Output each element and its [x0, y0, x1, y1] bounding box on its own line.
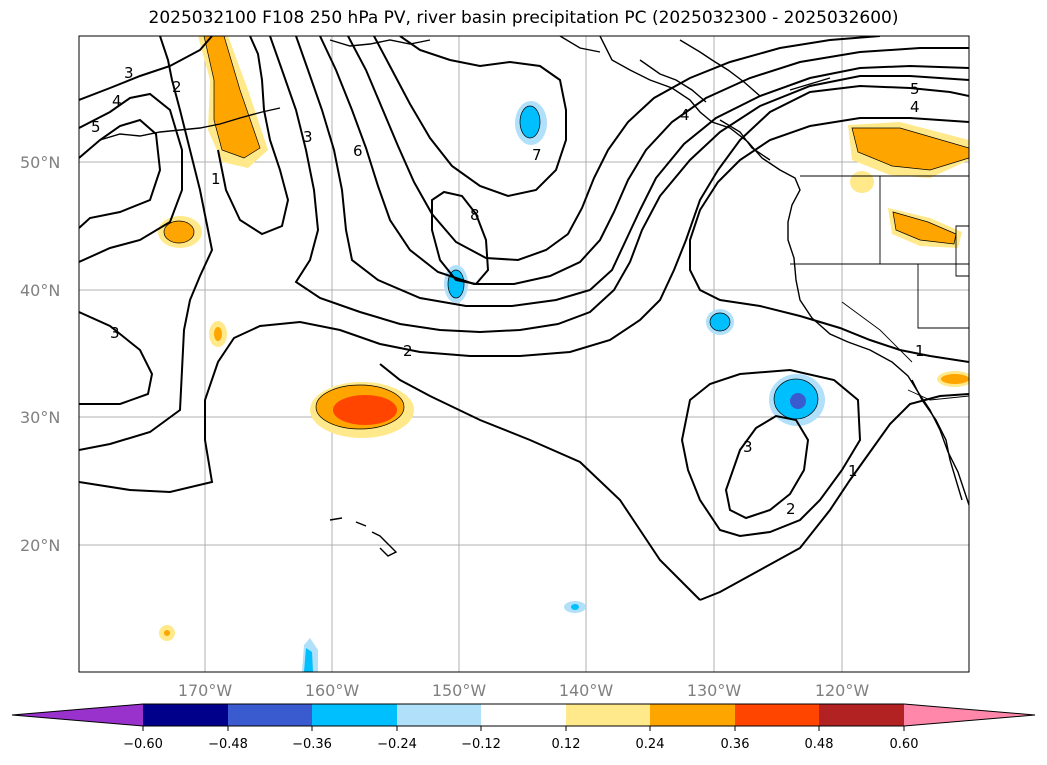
colorbar-segment [481, 704, 566, 726]
precip-outlines [163, 36, 969, 430]
contour-label: 6 [353, 142, 363, 160]
contour-label: 1 [915, 342, 925, 360]
colorbar-tick-label: −0.60 [123, 737, 163, 752]
plot-title: 2025032100 F108 250 hPa PV, river basin … [148, 8, 899, 28]
colorbar-segment [228, 704, 312, 726]
contour-label: 4 [680, 106, 690, 124]
colorbar-tick-label: 0.24 [636, 737, 665, 752]
lat-label: 30°N [20, 408, 60, 427]
contour-label: 8 [470, 206, 480, 224]
colorbar-segment [819, 704, 904, 726]
coastlines [99, 36, 969, 557]
colorbar-tick-label: −0.24 [377, 737, 417, 752]
colorbar-extend-high [904, 704, 1035, 726]
contour-label: 3 [303, 128, 313, 146]
colorbar-tick-label: −0.48 [208, 737, 248, 752]
contour-label: 3 [743, 438, 753, 456]
colorbar-tick-label: 0.12 [552, 737, 581, 752]
contour-label: 5 [910, 80, 920, 98]
lon-label: 160°W [305, 681, 360, 700]
lon-label: 140°W [559, 681, 614, 700]
contour-label: 2 [403, 342, 413, 360]
contour-label: 7 [532, 146, 542, 164]
contour-label: 2 [172, 78, 182, 96]
lon-label: 150°W [432, 681, 487, 700]
pv-contours [79, 36, 969, 601]
colorbar-segment [735, 704, 819, 726]
colorbar-segment [650, 704, 735, 726]
contour-labels: 3 2 4 5 1 3 6 8 7 5 4 4 3 2 1 3 2 1 [91, 64, 925, 518]
contour-label: 4 [112, 92, 122, 110]
lon-label: 120°W [815, 681, 870, 700]
colorbar-segment [566, 704, 650, 726]
lat-label: 40°N [20, 281, 60, 300]
colorbar-extend-low [12, 704, 143, 726]
colorbar-segment [312, 704, 397, 726]
colorbar-segment [143, 704, 228, 726]
lon-label: 170°W [178, 681, 233, 700]
colorbar-tick-label: 0.36 [721, 737, 750, 752]
colorbar-segment [397, 704, 481, 726]
colorbar-tick-label: 0.48 [805, 737, 834, 752]
contour-label: 4 [910, 98, 920, 116]
colorbar-tick-label: −0.36 [292, 737, 332, 752]
contour-label: 3 [110, 324, 120, 342]
lat-label: 50°N [20, 153, 60, 172]
contour-label: 1 [211, 170, 221, 188]
map-frame [78, 35, 970, 673]
graticule [79, 36, 969, 672]
colorbar: −0.60 −0.48 −0.36 −0.24 −0.12 0.12 0.24 … [11, 703, 1036, 752]
colorbar-tick-label: 0.60 [890, 737, 919, 752]
contour-label: 1 [848, 462, 858, 480]
contour-label: 2 [786, 500, 796, 518]
contour-label: 5 [91, 118, 101, 136]
colorbar-tick-label: −0.12 [461, 737, 501, 752]
contour-label: 3 [124, 64, 134, 82]
lat-label: 20°N [20, 536, 60, 555]
lon-label: 130°W [687, 681, 742, 700]
